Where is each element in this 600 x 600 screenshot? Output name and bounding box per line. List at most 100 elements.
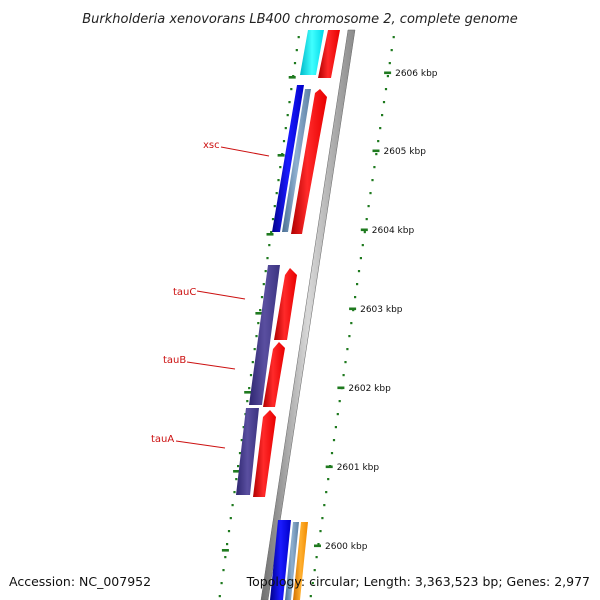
feature-cds-reverse-tauC (249, 265, 280, 405)
scale-tick-minor-left (222, 569, 225, 572)
gene-label-xsc[interactable]: xsc (203, 140, 270, 157)
scale-tick-minor-left (273, 205, 276, 208)
scale-tick-minor-right (334, 426, 337, 429)
scale-tick-major-left (288, 76, 296, 79)
scale-tick-minor-right (338, 400, 341, 403)
map-title: Burkholderia xenovorans LB400 chromosome… (82, 12, 518, 27)
scale-tick-minor-right (367, 205, 370, 208)
scale-tick-major-left (266, 233, 274, 236)
scale-tick-minor-left (229, 517, 232, 520)
feature-cds-forward-xsc (291, 89, 327, 234)
scale-tick-minor-right (363, 231, 366, 234)
scale-tick-major (337, 386, 345, 390)
scale-tick-minor-left (262, 283, 265, 286)
scale-label: 2604 kbp (372, 226, 415, 236)
scale-tick-minor-left (268, 244, 271, 247)
scale-tick-major (349, 307, 357, 311)
scale-tick-minor-right (379, 127, 382, 130)
scale-tick-major-left (277, 154, 285, 157)
scale-tick-major-left (244, 391, 252, 394)
scale-tick-minor-right (375, 153, 378, 156)
scale-tick-minor-left (277, 179, 280, 182)
scale-tick-minor-left (266, 257, 269, 260)
scale-tick-minor-right (354, 296, 357, 299)
scale-tick-minor-right (381, 114, 384, 117)
scale-tick-major (360, 228, 368, 232)
scale-tick-minor-left (259, 309, 262, 312)
genome-summary-text: Topology: circular; Length: 3,363,523 bp… (246, 574, 590, 589)
scale-tick-minor-left (264, 270, 267, 273)
scale-tick-minor-right (313, 569, 316, 572)
feature-misc-top (300, 30, 324, 75)
gene-label-tauC-text[interactable]: tauC (173, 287, 196, 298)
gene-label-xsc-leader (220, 146, 270, 157)
scale-tick-minor-right (319, 530, 322, 533)
scale-tick-minor-right (356, 283, 359, 286)
scale-track: 2606 kbp 2605 kbp 2604 kbp 2603 kbp 2602 kbp… (218, 36, 438, 598)
scale-tick-minor-left (251, 361, 254, 364)
scale-tick-minor-left (220, 582, 223, 585)
scale-tick-minor-right (392, 36, 395, 39)
scale-label: 2600 kbp (325, 542, 368, 552)
scale-tick-minor-left (240, 439, 243, 442)
scale-tick-minor-left (288, 101, 291, 104)
scale-tick-minor-right (361, 244, 364, 247)
scale-tick-minor-left (226, 543, 229, 546)
scale-tick-minor-right (357, 270, 361, 273)
scale-tick-minor-left (255, 335, 258, 338)
scale-tick-major-left (221, 549, 229, 552)
feature-cds-reverse-bottom (270, 520, 291, 600)
scale-tick-minor-right (317, 543, 320, 546)
scale-tick-minor-right (321, 517, 324, 520)
feature-other-bottom (293, 522, 308, 600)
scale-tick-minor-left (282, 140, 286, 143)
gene-label-tauB-leader (186, 361, 236, 370)
scale-tick-major-left (233, 470, 241, 473)
scale-tick-minor-left (253, 348, 256, 351)
scale-tick-minor-left (275, 192, 278, 195)
feature-cds-reverse-xsc (272, 85, 304, 232)
feature-cds-forward-tauA (253, 410, 276, 497)
scale-label: 2602 kbp (348, 384, 391, 394)
gene-label-tauA-text[interactable]: tauA (151, 434, 174, 445)
scale-tick-minor-left (235, 478, 238, 481)
scale-tick-minor-right (346, 348, 349, 351)
feature-cds-forward-tauC (274, 268, 297, 340)
feature-cds-forward-tauB (263, 342, 285, 407)
scale-label: 2601 kbp (337, 463, 380, 473)
gene-label-tauB[interactable]: tauB (163, 355, 236, 370)
scale-tick-minor-left (238, 452, 242, 455)
scale-tick-minor-left (295, 49, 298, 52)
scale-tick-minor-right (332, 439, 336, 442)
scale-tick-minor-left (270, 231, 273, 234)
scale-label: 2603 kbp (360, 305, 403, 315)
scale-tick-major (314, 544, 321, 548)
scale-tick-minor-right (377, 140, 380, 143)
scale-label: 2606 kbp (395, 69, 438, 79)
scale-tick-minor-left (293, 62, 297, 65)
scale-tick-minor-left (257, 322, 260, 325)
accession-text: Accession: NC_007952 (9, 574, 151, 589)
gene-label-tauB-text[interactable]: tauB (163, 355, 186, 366)
scale-tick-minor-left (233, 491, 236, 494)
scale-tick-minor-left (249, 374, 253, 377)
gene-label-tauA[interactable]: tauA (151, 434, 226, 449)
scale-tick-minor-left (237, 465, 240, 468)
scale-tick-minor-right (323, 504, 326, 507)
scale-tick-minor-right (309, 595, 312, 598)
scale-tick-minor-right (365, 218, 368, 221)
scale-tick-minor-left (286, 114, 289, 117)
gene-label-tauC[interactable]: tauC (173, 287, 246, 300)
scale-tick-minor-left (224, 556, 227, 559)
scale-tick-minor-left (242, 426, 245, 429)
scale-tick-minor-right (344, 361, 347, 364)
scale-tick-minor-right (359, 257, 362, 260)
scale-tick-minor-right (327, 478, 330, 481)
scale-tick-minor-right (371, 179, 374, 182)
scale-tick-minor-right (336, 413, 339, 416)
feature-cds-reverse-tauA (236, 408, 259, 495)
gene-label-xsc-text[interactable]: xsc (203, 140, 220, 151)
scale-tick-minor-left (297, 36, 300, 39)
scale-tick-minor-right (382, 101, 386, 104)
